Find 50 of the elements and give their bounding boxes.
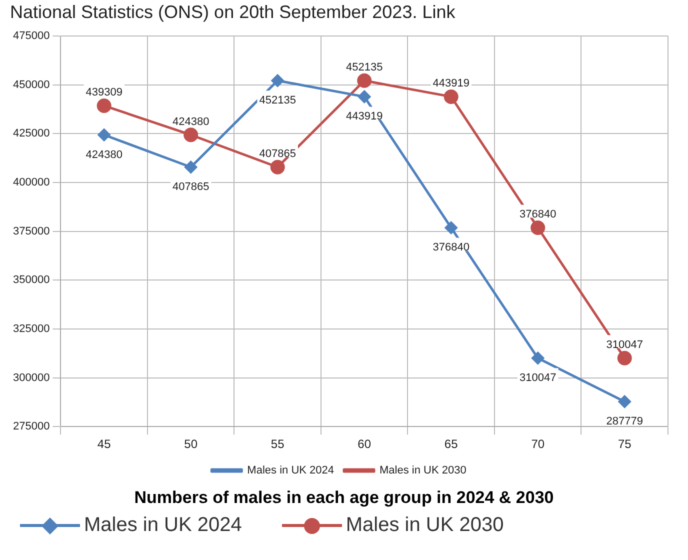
y-tick-label: 475000: [12, 30, 50, 42]
data-label: 287779: [606, 416, 643, 428]
point: [98, 128, 110, 142]
x-tick-label: 75: [618, 437, 632, 452]
data-label: 376840: [520, 208, 556, 221]
point: [444, 89, 458, 104]
point: [444, 221, 458, 234]
point: [618, 395, 631, 408]
point: [357, 73, 372, 88]
x-tick-label: 50: [184, 437, 198, 452]
x-tick-label: 55: [270, 437, 285, 452]
point: [270, 160, 285, 174]
y-tick-label: 350000: [12, 274, 50, 286]
x-tick-label: 45: [97, 437, 112, 452]
x-tick-label: 65: [444, 437, 458, 452]
y-tick-label: 400000: [12, 176, 50, 189]
data-label: 310047: [606, 339, 643, 352]
x-tick-label: 70: [531, 437, 545, 452]
point: [358, 90, 371, 103]
y-tick-label: 450000: [12, 78, 50, 91]
text: Numbers of males in each age group in 2024 & 2030: [133, 488, 555, 508]
data-label: 439309: [86, 86, 122, 99]
point: [532, 352, 544, 364]
y-tick-label: 300000: [12, 372, 50, 384]
data-label: 443919: [346, 110, 383, 123]
data-label: 424380: [172, 116, 210, 128]
data-label: 376840: [432, 242, 470, 254]
point: [184, 160, 198, 174]
data-label: 452135: [259, 94, 296, 107]
text: National Statistics (ONS) on 20th September 2023. Link: [9, 1, 456, 24]
legend-label: Males in UK 2030: [380, 464, 466, 477]
data-label: 407865: [172, 181, 210, 194]
point: [184, 128, 198, 142]
point: [96, 98, 112, 113]
y-tick-label: 425000: [12, 128, 50, 140]
y-tick-label: 375000: [12, 225, 50, 238]
point: [271, 74, 284, 87]
legend-label: Males in UK 2024: [247, 464, 334, 477]
data-label: 452135: [346, 62, 383, 74]
data-label: 310047: [520, 372, 556, 384]
point: [617, 350, 632, 366]
data-label: 443919: [432, 78, 470, 90]
y-tick-label: 325000: [12, 322, 50, 335]
point: [530, 220, 546, 235]
text: Males in UK 2024: [84, 514, 242, 536]
y-tick-label: 275000: [12, 420, 50, 433]
data-label: 424380: [86, 148, 122, 161]
data-label: 407865: [259, 148, 296, 160]
x-tick-label: 60: [358, 437, 372, 452]
text: Males in UK 2030: [346, 514, 504, 536]
